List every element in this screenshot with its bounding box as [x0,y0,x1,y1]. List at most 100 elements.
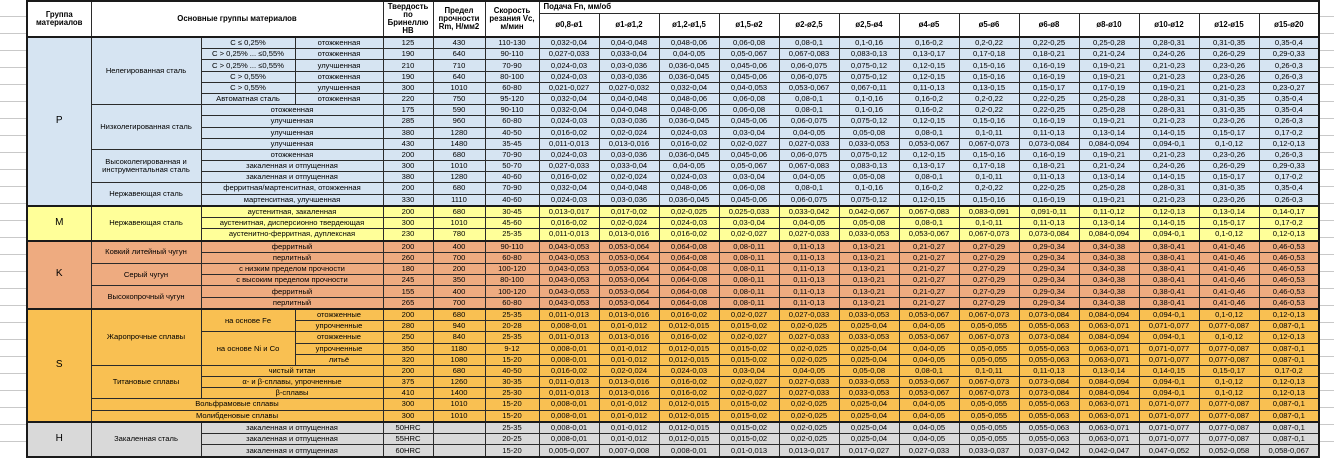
material-cell: упрочненные [294,342,384,355]
feed-value-cell: 0,094-0,1 [1138,376,1200,389]
feed-value-cell: 0,21-0,27 [898,296,960,310]
feed-value-cell: 0,094-0,1 [1138,387,1200,400]
feed-value-cell: 0,15-0,17 [1198,364,1260,378]
feed-value-cell: 0,077-0,087 [1198,398,1260,411]
feed-value-cell: 0,04-0,05 [898,320,960,333]
feed-value-cell: 0,048-0,06 [658,104,720,117]
header-diameter-range: ø1,5-ø2 [718,12,780,38]
feed-value-cell: 0,38-0,41 [1138,274,1200,287]
feed-value-cell: 0,13-0,17 [898,160,960,173]
feed-value-cell: 0,015-0,02 [718,409,780,423]
feed-value-cell: 0,05-0,08 [838,217,900,230]
feed-value-cell: 0,04-0,05 [898,409,960,423]
table-row: Низколегированная сталь отожженная 175 590 9… [27,104,1320,150]
hardness-cell: 200 [382,204,434,219]
feed-value-cell: 0,1-0,11 [958,364,1020,378]
feed-value-cell: 0,15-0,17 [1018,81,1080,94]
feed-value-cell: 0,013-0,016 [598,137,660,150]
strength-cell: 940 [432,320,486,333]
feed-value-cell: 0,048-0,06 [658,92,720,106]
material-cell: Закаленная сталь [90,420,202,458]
feed-value-cell: 0,032-0,04 [538,104,600,117]
feed-value-cell: 0,17-0,18 [958,48,1020,61]
feed-value-cell: 0,052-0,058 [1198,444,1260,458]
feed-value-cell: 0,15-0,16 [958,59,1020,72]
feed-value-cell: 0,048-0,06 [658,36,720,50]
feed-value-cell: 0,35-0,4 [1258,36,1320,50]
feed-value-cell: 0,013-0,017 [538,204,600,219]
material-cell: чистый титан [200,364,384,378]
feed-value-cell: 0,28-0,31 [1138,92,1200,106]
feed-value-cell: 0,38-0,41 [1138,296,1200,310]
feed-value-cell: 0,016-0,02 [658,228,720,242]
feed-value-cell: 0,02-0,025 [778,342,840,355]
feed-value-cell: 0,2-0,22 [958,182,1020,195]
feed-value-cell: 0,025-0,04 [838,420,900,435]
strength-cell: 400 [432,239,486,253]
feed-value-cell: 0,02-0,025 [778,409,840,423]
feed-value-cell: 0,008-0,01 [538,409,600,423]
table-body: P Нелегированная сталь C ≤ 0,25% отожженная… [26,36,1320,458]
speed-cell: 60-80 [484,81,540,94]
feed-value-cell: 0,01-0,012 [598,353,660,366]
feed-value-cell: 0,063-0,071 [1078,320,1140,333]
material-cell: отожженная [294,36,384,50]
feed-value-cell: 0,19-0,21 [1078,59,1140,72]
feed-value-cell: 0,31-0,35 [1198,182,1260,195]
feed-value-cell: 0,23-0,26 [1198,148,1260,162]
feed-value-cell: 0,03-0,04 [718,171,780,184]
feed-value-cell: 0,055-0,063 [1018,353,1080,366]
feed-value-cell: 0,02-0,027 [718,331,780,344]
feed-value-cell: 0,02-0,025 [778,320,840,333]
feed-value-cell: 0,01-0,012 [598,320,660,333]
feed-value-cell: 0,25-0,28 [1078,104,1140,117]
feed-value-cell: 0,084-0,094 [1078,137,1140,150]
feed-value-cell: 0,08-0,1 [898,126,960,139]
feed-value-cell: 0,033-0,053 [838,376,900,389]
feed-value-cell: 0,016-0,02 [538,364,600,378]
header-diameter-range: ø2,5-ø4 [838,12,900,38]
feed-value-cell: 0,071-0,077 [1138,353,1200,366]
feed-value-cell: 0,27-0,29 [958,274,1020,287]
feed-value-cell: 0,021-0,027 [538,81,600,94]
feed-value-cell: 0,071-0,077 [1138,433,1200,446]
feed-value-cell: 0,16-0,19 [1018,148,1080,162]
feed-value-cell: 0,21-0,27 [898,263,960,276]
strength-cell: 680 [432,364,486,378]
feed-value-cell: 0,04-0,05 [778,126,840,139]
feed-value-cell: 0,34-0,38 [1078,251,1140,265]
feed-value-cell: 0,19-0,21 [1078,115,1140,128]
table-row: C > 0,55% отожженная 190 640 80-100 0,024-0,0… [27,70,1320,83]
strength-cell: 200 [432,263,486,276]
feed-value-cell: 0,27-0,29 [958,296,1020,310]
feed-value-cell: 0,067-0,083 [778,160,840,173]
feed-value-cell: 0,11-0,13 [778,296,840,310]
speed-cell: 25-30 [484,387,540,400]
strength-cell: 680 [432,148,486,162]
feed-value-cell: 0,053-0,064 [598,239,660,253]
hardness-cell: 230 [382,228,434,242]
feed-value-cell: 0,16-0,2 [898,182,960,195]
feed-value-cell: 0,064-0,08 [658,285,720,298]
speed-cell: 70-90 [484,182,540,195]
feed-value-cell: 0,091-0,11 [1018,204,1080,219]
feed-value-cell: 0,21-0,27 [898,285,960,298]
table-row: перлитный 260 700 60-80 0,043-0,053 0,053-0,0… [27,251,1320,265]
table-row: аустенитная, дисперсионно твердеющая 300 1… [27,217,1320,230]
feed-value-cell: 0,027-0,033 [778,307,840,322]
feed-value-cell: 0,084-0,094 [1078,307,1140,322]
feed-value-cell: 0,05-0,08 [838,364,900,378]
feed-value-cell: 0,22-0,25 [1018,104,1080,117]
feed-value-cell: 0,02-0,025 [778,353,840,366]
material-cell: отожженная [294,92,384,106]
feed-value-cell: 0,04-0,05 [898,353,960,366]
feed-value-cell: 0,12-0,13 [1258,307,1320,322]
feed-value-cell: 0,067-0,083 [898,204,960,219]
strength-cell: 1480 [432,137,486,150]
hardness-cell: 320 [382,353,434,366]
feed-value-cell: 0,073-0,084 [1018,228,1080,242]
feed-value-cell: 0,21-0,27 [898,239,960,253]
feed-value-cell: 0,35-0,4 [1258,182,1320,195]
feed-value-cell: 0,013-0,016 [598,376,660,389]
material-cell: отожженная [200,148,384,162]
